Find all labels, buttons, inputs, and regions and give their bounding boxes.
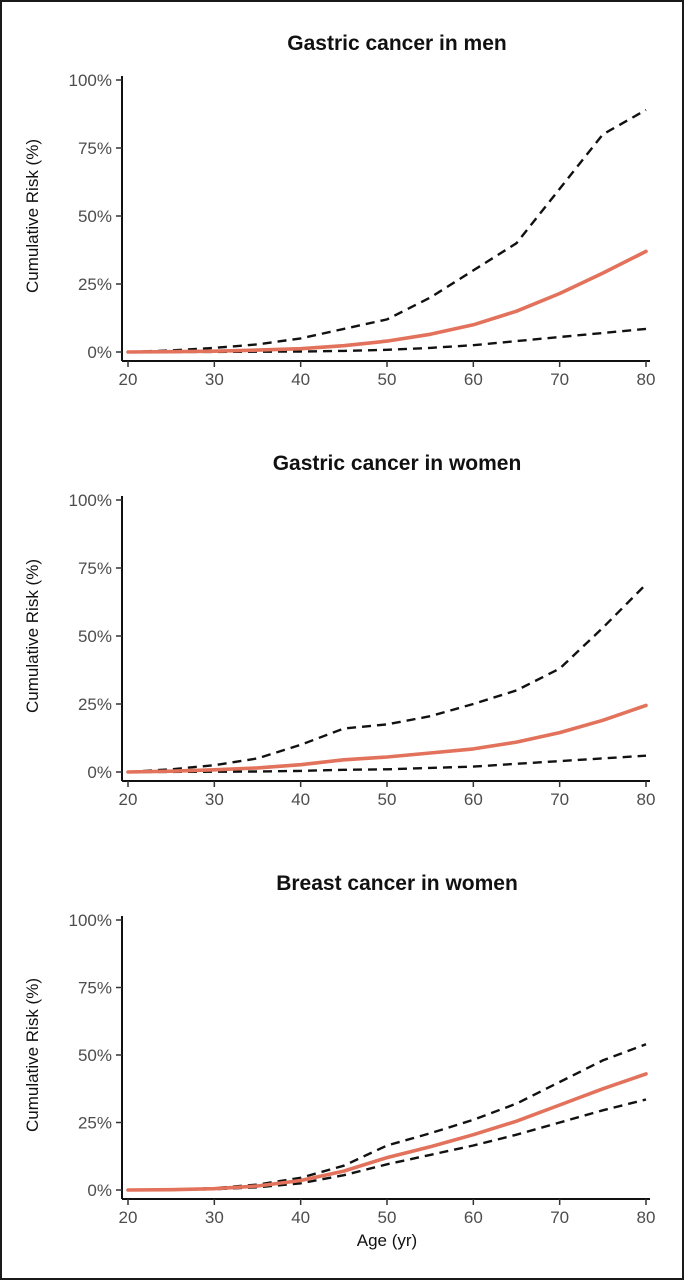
chart-panel-gastric-women: Gastric cancer in women Cumulative Risk …	[23, 452, 655, 809]
series-line-estimate	[126, 703, 648, 774]
y-tick-label: 50%	[78, 207, 112, 226]
chart-panel-breast-women: Breast cancer in women Cumulative Risk (…	[23, 872, 655, 1250]
x-tick-label: 70	[550, 1208, 569, 1227]
x-tick-label: 20	[119, 1208, 138, 1227]
y-axis-label: Cumulative Risk (%)	[23, 559, 42, 713]
series-line-upper-bound	[127, 108, 647, 354]
x-tick-label: 60	[464, 370, 483, 389]
series-line-lower-bound	[128, 327, 647, 354]
chart-panel-gastric-men: Gastric cancer in men Cumulative Risk (%…	[23, 32, 655, 389]
x-tick-label: 70	[550, 790, 569, 809]
x-tick-label: 80	[637, 790, 656, 809]
x-tick-label: 80	[637, 1208, 656, 1227]
x-axis-label: Age (yr)	[357, 1231, 417, 1250]
y-tick-label: 75%	[78, 139, 112, 158]
x-tick-label: 60	[464, 790, 483, 809]
y-tick-label: 75%	[78, 559, 112, 578]
y-tick-label: 25%	[78, 275, 112, 294]
chart-title: Breast cancer in women	[276, 872, 518, 895]
x-tick-label: 30	[205, 370, 224, 389]
y-tick-label: 50%	[78, 627, 112, 646]
x-tick-label: 30	[205, 790, 224, 809]
y-tick-label: 0%	[87, 343, 112, 362]
y-tick-label: 0%	[87, 763, 112, 782]
x-tick-label: 20	[119, 370, 138, 389]
y-tick-label: 50%	[78, 1046, 112, 1065]
y-tick-label: 100%	[69, 491, 112, 510]
y-axis-label: Cumulative Risk (%)	[23, 978, 42, 1132]
series-line-estimate	[126, 1072, 648, 1192]
y-axis-label: Cumulative Risk (%)	[23, 139, 42, 293]
x-tick-label: 30	[205, 1208, 224, 1227]
series-line-upper-bound	[127, 583, 647, 774]
x-tick-label: 50	[378, 370, 397, 389]
series-line-estimate	[126, 249, 648, 354]
x-tick-label: 70	[550, 370, 569, 389]
x-tick-label: 40	[291, 790, 310, 809]
chart-title: Gastric cancer in women	[273, 452, 522, 475]
y-tick-label: 100%	[69, 911, 112, 930]
x-tick-label: 50	[378, 790, 397, 809]
x-tick-label: 50	[378, 1208, 397, 1227]
series-line-lower-bound	[127, 1098, 647, 1192]
y-tick-label: 0%	[87, 1181, 112, 1200]
x-tick-label: 60	[464, 1208, 483, 1227]
x-tick-label: 40	[291, 1208, 310, 1227]
x-tick-label: 20	[119, 790, 138, 809]
series-line-upper-bound	[127, 1043, 647, 1192]
y-tick-label: 75%	[78, 979, 112, 998]
x-tick-label: 80	[637, 370, 656, 389]
x-tick-label: 40	[291, 370, 310, 389]
y-tick-label: 100%	[69, 71, 112, 90]
y-tick-label: 25%	[78, 1114, 112, 1133]
chart-title: Gastric cancer in men	[287, 32, 506, 55]
series-line-lower-bound	[127, 754, 647, 774]
y-tick-label: 25%	[78, 695, 112, 714]
